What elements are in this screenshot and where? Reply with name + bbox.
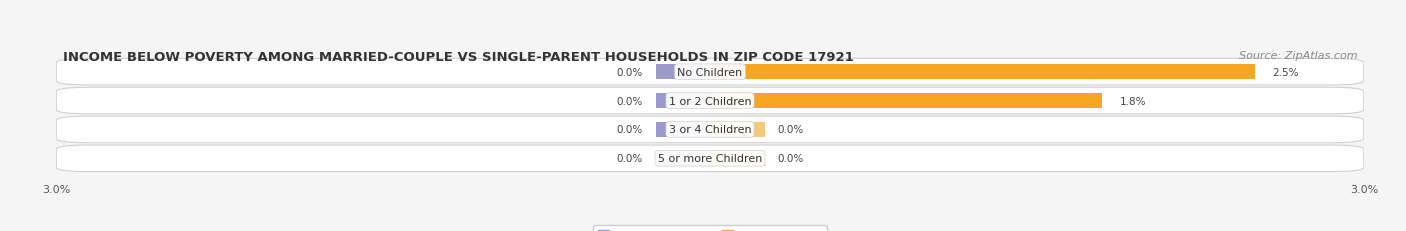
Text: Source: ZipAtlas.com: Source: ZipAtlas.com: [1239, 51, 1357, 61]
Text: 0.0%: 0.0%: [616, 96, 643, 106]
Bar: [655, 65, 710, 80]
Text: 0.0%: 0.0%: [616, 125, 643, 135]
FancyBboxPatch shape: [56, 59, 1364, 86]
Bar: [710, 151, 765, 166]
Bar: [655, 122, 710, 137]
Bar: [655, 151, 710, 166]
Text: 5 or more Children: 5 or more Children: [658, 154, 762, 164]
Text: 0.0%: 0.0%: [616, 154, 643, 164]
Text: 0.0%: 0.0%: [616, 67, 643, 77]
Text: 0.0%: 0.0%: [778, 125, 804, 135]
Text: 3 or 4 Children: 3 or 4 Children: [669, 125, 751, 135]
Text: 1.8%: 1.8%: [1119, 96, 1146, 106]
Bar: [710, 94, 1102, 109]
Text: 0.0%: 0.0%: [778, 154, 804, 164]
Bar: [710, 65, 1256, 80]
Text: 1 or 2 Children: 1 or 2 Children: [669, 96, 751, 106]
Bar: [710, 122, 765, 137]
Legend: Married Couples, Single Parents: Married Couples, Single Parents: [593, 225, 827, 231]
Text: INCOME BELOW POVERTY AMONG MARRIED-COUPLE VS SINGLE-PARENT HOUSEHOLDS IN ZIP COD: INCOME BELOW POVERTY AMONG MARRIED-COUPL…: [63, 51, 853, 64]
Text: 2.5%: 2.5%: [1272, 67, 1299, 77]
Text: No Children: No Children: [678, 67, 742, 77]
Bar: [655, 94, 710, 109]
FancyBboxPatch shape: [56, 88, 1364, 114]
FancyBboxPatch shape: [56, 117, 1364, 143]
FancyBboxPatch shape: [56, 145, 1364, 172]
